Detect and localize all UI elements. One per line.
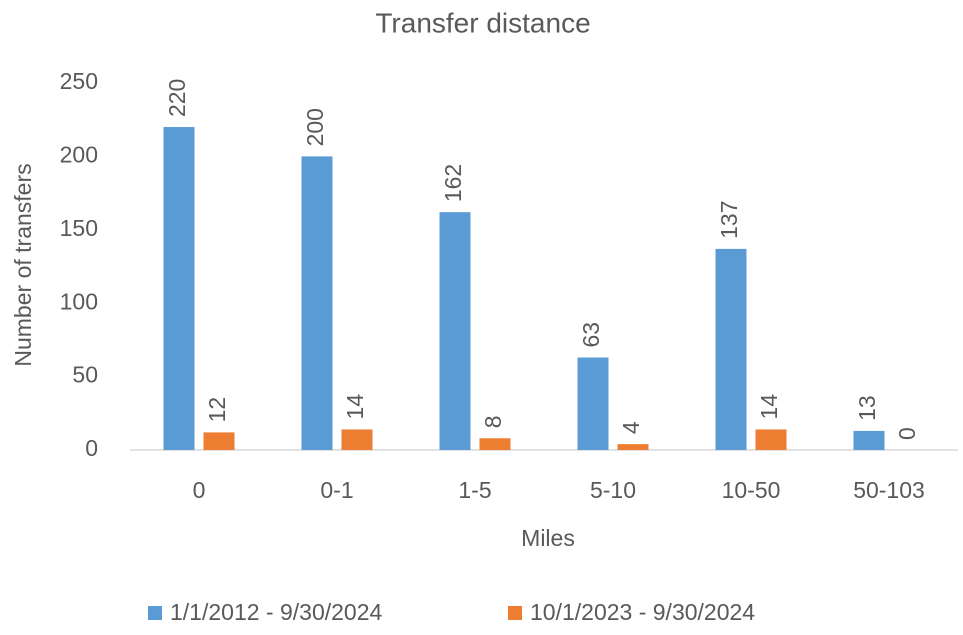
x-tick-label: 0 [193, 477, 206, 503]
y-axis-title: Number of transfers [10, 163, 36, 366]
y-tick-label: 0 [85, 435, 98, 461]
data-label: 137 [716, 201, 742, 239]
chart-title: Transfer distance [375, 7, 590, 38]
legend-label: 10/1/2023 - 9/30/2024 [530, 599, 755, 625]
bar [577, 357, 609, 450]
bar [163, 127, 195, 450]
bar [715, 248, 747, 450]
y-tick-label: 100 [60, 288, 98, 314]
x-axis-title: Miles [521, 525, 575, 551]
data-label: 63 [578, 322, 604, 348]
bar [479, 438, 511, 450]
y-tick-label: 200 [60, 141, 98, 167]
y-tick-label: 250 [60, 68, 98, 94]
y-tick-label: 150 [60, 215, 98, 241]
legend-label: 1/1/2012 - 9/30/2024 [170, 599, 382, 625]
legend-swatch [508, 606, 522, 620]
x-tick-label: 50-103 [853, 477, 925, 503]
data-label: 220 [164, 79, 190, 117]
legend-swatch [148, 606, 162, 620]
bar [203, 432, 235, 450]
data-label: 14 [756, 394, 782, 420]
bar [617, 444, 649, 450]
x-tick-label: 5-10 [590, 477, 636, 503]
bar [439, 212, 471, 450]
data-label: 12 [204, 397, 230, 423]
x-tick-label: 0-1 [320, 477, 353, 503]
y-tick-label: 50 [72, 362, 98, 388]
x-tick-label: 1-5 [458, 477, 491, 503]
data-label: 8 [480, 415, 506, 428]
data-label: 13 [854, 395, 880, 421]
x-tick-label: 10-50 [722, 477, 781, 503]
data-label: 200 [302, 108, 328, 146]
bar [853, 430, 885, 450]
data-label: 0 [894, 427, 920, 440]
data-label: 162 [440, 164, 466, 202]
data-label: 14 [342, 394, 368, 420]
bar [341, 429, 373, 450]
data-label: 4 [618, 421, 644, 434]
bar [301, 156, 333, 450]
bar [755, 429, 787, 450]
